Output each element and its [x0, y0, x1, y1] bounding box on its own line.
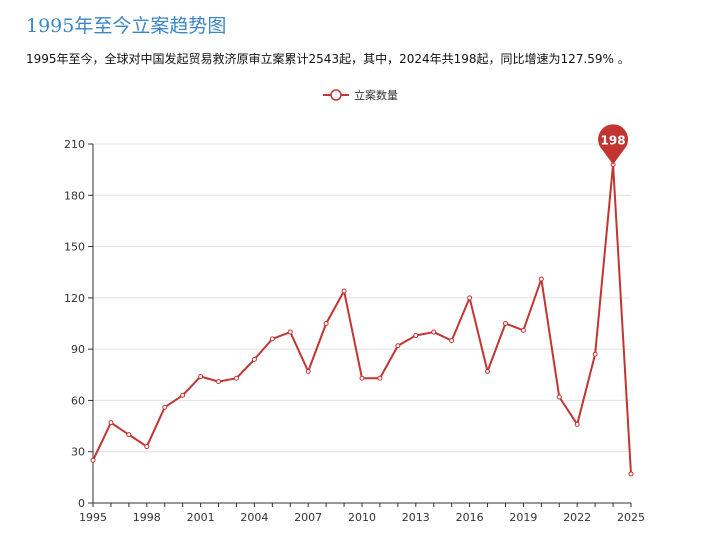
x-tick-label: 2016 — [456, 511, 484, 524]
x-tick-label: 2019 — [509, 511, 537, 524]
data-point[interactable]: 1999: 56 — [162, 404, 168, 410]
data-point[interactable]: 2002: 71 — [216, 379, 222, 385]
data-point[interactable]: 2017: 77 — [485, 368, 491, 374]
data-point[interactable]: 2000: 63 — [180, 392, 186, 398]
y-tick-label: 90 — [71, 343, 85, 356]
y-tick-label: 210 — [64, 138, 85, 151]
data-point[interactable]: 1998: 33 — [144, 444, 150, 450]
x-tick-label: 2001 — [187, 511, 215, 524]
data-point[interactable]: 2003: 73 — [233, 375, 239, 381]
x-tick-label: 2010 — [348, 511, 376, 524]
data-point[interactable]: 2013: 98 — [413, 332, 419, 338]
series-line — [92, 163, 632, 474]
data-point[interactable]: 2022: 46 — [574, 421, 580, 427]
y-tick-label: 0 — [78, 497, 85, 510]
x-tick-label: 1995 — [79, 511, 107, 524]
data-point[interactable]: 2011: 73 — [377, 375, 383, 381]
data-point[interactable]: 2019: 101 — [520, 327, 526, 333]
y-tick-label: 180 — [64, 189, 85, 202]
chart-title: 1995年至今立案趋势图 — [26, 15, 227, 37]
x-tick-label: 2025 — [617, 511, 645, 524]
data-point[interactable]: 1996: 47 — [108, 420, 114, 426]
chart-summary: 1995年至今，全球对中国发起贸易救济原审立案累计2543起，其中，2024年共… — [26, 52, 630, 66]
x-tick-label: 1998 — [133, 511, 161, 524]
data-point[interactable]: 2001: 74 — [198, 373, 204, 379]
y-tick-label: 30 — [71, 446, 85, 459]
data-point[interactable]: 2020: 131 — [538, 276, 544, 282]
data-point[interactable]: 1995: 25 — [90, 457, 96, 463]
data-point[interactable]: 2010: 73 — [359, 375, 365, 381]
x-tick-label: 2007 — [294, 511, 322, 524]
legend[interactable]: 立案数量 — [323, 88, 398, 102]
data-point[interactable]: 2021: 62 — [556, 394, 562, 400]
max-marker-pin[interactable] — [598, 124, 629, 165]
data-point[interactable]: 2008: 105 — [323, 321, 329, 326]
data-point[interactable]: 2014: 100 — [431, 329, 437, 335]
data-point[interactable]: 2005: 96 — [269, 336, 275, 342]
y-tick-label: 120 — [64, 292, 85, 305]
data-point[interactable]: 2009: 124 — [341, 288, 347, 294]
y-tick-label: 60 — [71, 394, 85, 407]
data-point[interactable]: 2012: 92 — [395, 343, 401, 349]
x-tick-label: 2013 — [402, 511, 430, 524]
data-point[interactable]: 2023: 87 — [592, 351, 598, 357]
data-point[interactable]: 2004: 84 — [251, 356, 257, 362]
max-marker-label: 198 — [601, 134, 626, 148]
data-point[interactable]: 2006: 100 — [287, 329, 293, 335]
data-point[interactable]: 1997: 40 — [126, 432, 132, 438]
data-point[interactable]: 2025: 17 — [628, 471, 634, 477]
data-point[interactable]: 2016: 120 — [467, 295, 473, 301]
x-tick-label: 2004 — [240, 511, 268, 524]
y-tick-label: 150 — [64, 241, 85, 254]
legend-marker-icon — [330, 89, 342, 101]
data-point[interactable]: 2007: 77 — [305, 368, 311, 374]
legend-label: 立案数量 — [354, 88, 398, 102]
x-tick-label: 2022 — [563, 511, 591, 524]
data-point[interactable]: 2018: 105 — [502, 321, 508, 326]
